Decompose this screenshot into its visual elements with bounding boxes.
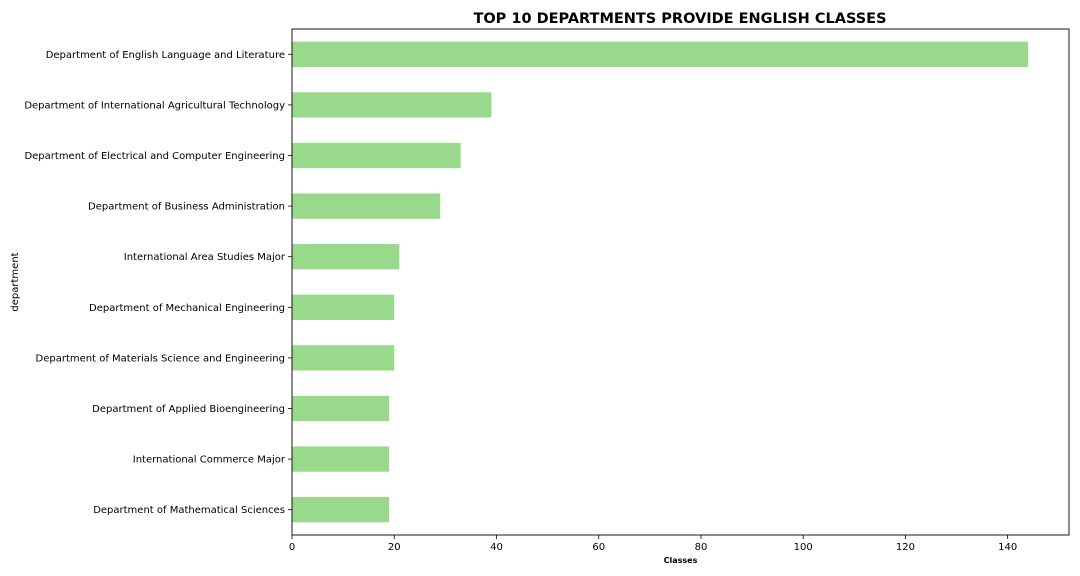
y-axis-label: department	[10, 252, 21, 311]
category-label: Department of Business Administration	[88, 202, 285, 213]
category-label: Department of Materials Science and Engi…	[36, 353, 285, 364]
bar	[292, 497, 390, 523]
category-label: Department of English Language and Liter…	[46, 50, 285, 61]
bar	[292, 244, 400, 270]
bar	[292, 193, 441, 219]
x-tick-label: 20	[388, 542, 401, 553]
x-tick-label: 0	[289, 542, 295, 553]
bar	[292, 294, 395, 320]
y-tick-labels: Department of English Language and Liter…	[24, 50, 286, 516]
bar	[292, 395, 390, 422]
bar	[292, 41, 1029, 67]
chart-title: TOP 10 DEPARTMENTS PROVIDE ENGLISH CLASS…	[473, 11, 886, 27]
category-label: Department of International Agricultural…	[24, 100, 285, 111]
bar	[292, 345, 395, 371]
x-tick-label: 80	[695, 542, 708, 553]
x-tick-label: 140	[998, 542, 1017, 553]
x-tick-label: 60	[592, 542, 605, 553]
plot-frame	[291, 28, 1070, 536]
category-label: Department of Mathematical Sciences	[93, 505, 285, 516]
x-tick-label: 40	[490, 542, 503, 553]
x-tick-labels: 0 20 40 60 80 100 120 140	[289, 542, 1017, 553]
category-label: Department of Mechanical Engineering	[89, 303, 285, 314]
category-label: International Commerce Major	[133, 455, 286, 466]
bars-layer	[292, 41, 1029, 523]
axes-layer	[288, 28, 1070, 539]
bar	[292, 92, 492, 118]
x-tick-label: 100	[794, 542, 813, 553]
bar	[292, 142, 461, 169]
category-label: Department of Electrical and Computer En…	[24, 151, 285, 162]
category-label: Department of Applied Bioengineering	[92, 404, 285, 415]
category-label: International Area Studies Major	[124, 252, 286, 263]
bar	[292, 446, 390, 472]
x-axis-label: Classes	[664, 556, 698, 565]
x-tick-label: 120	[896, 542, 915, 553]
